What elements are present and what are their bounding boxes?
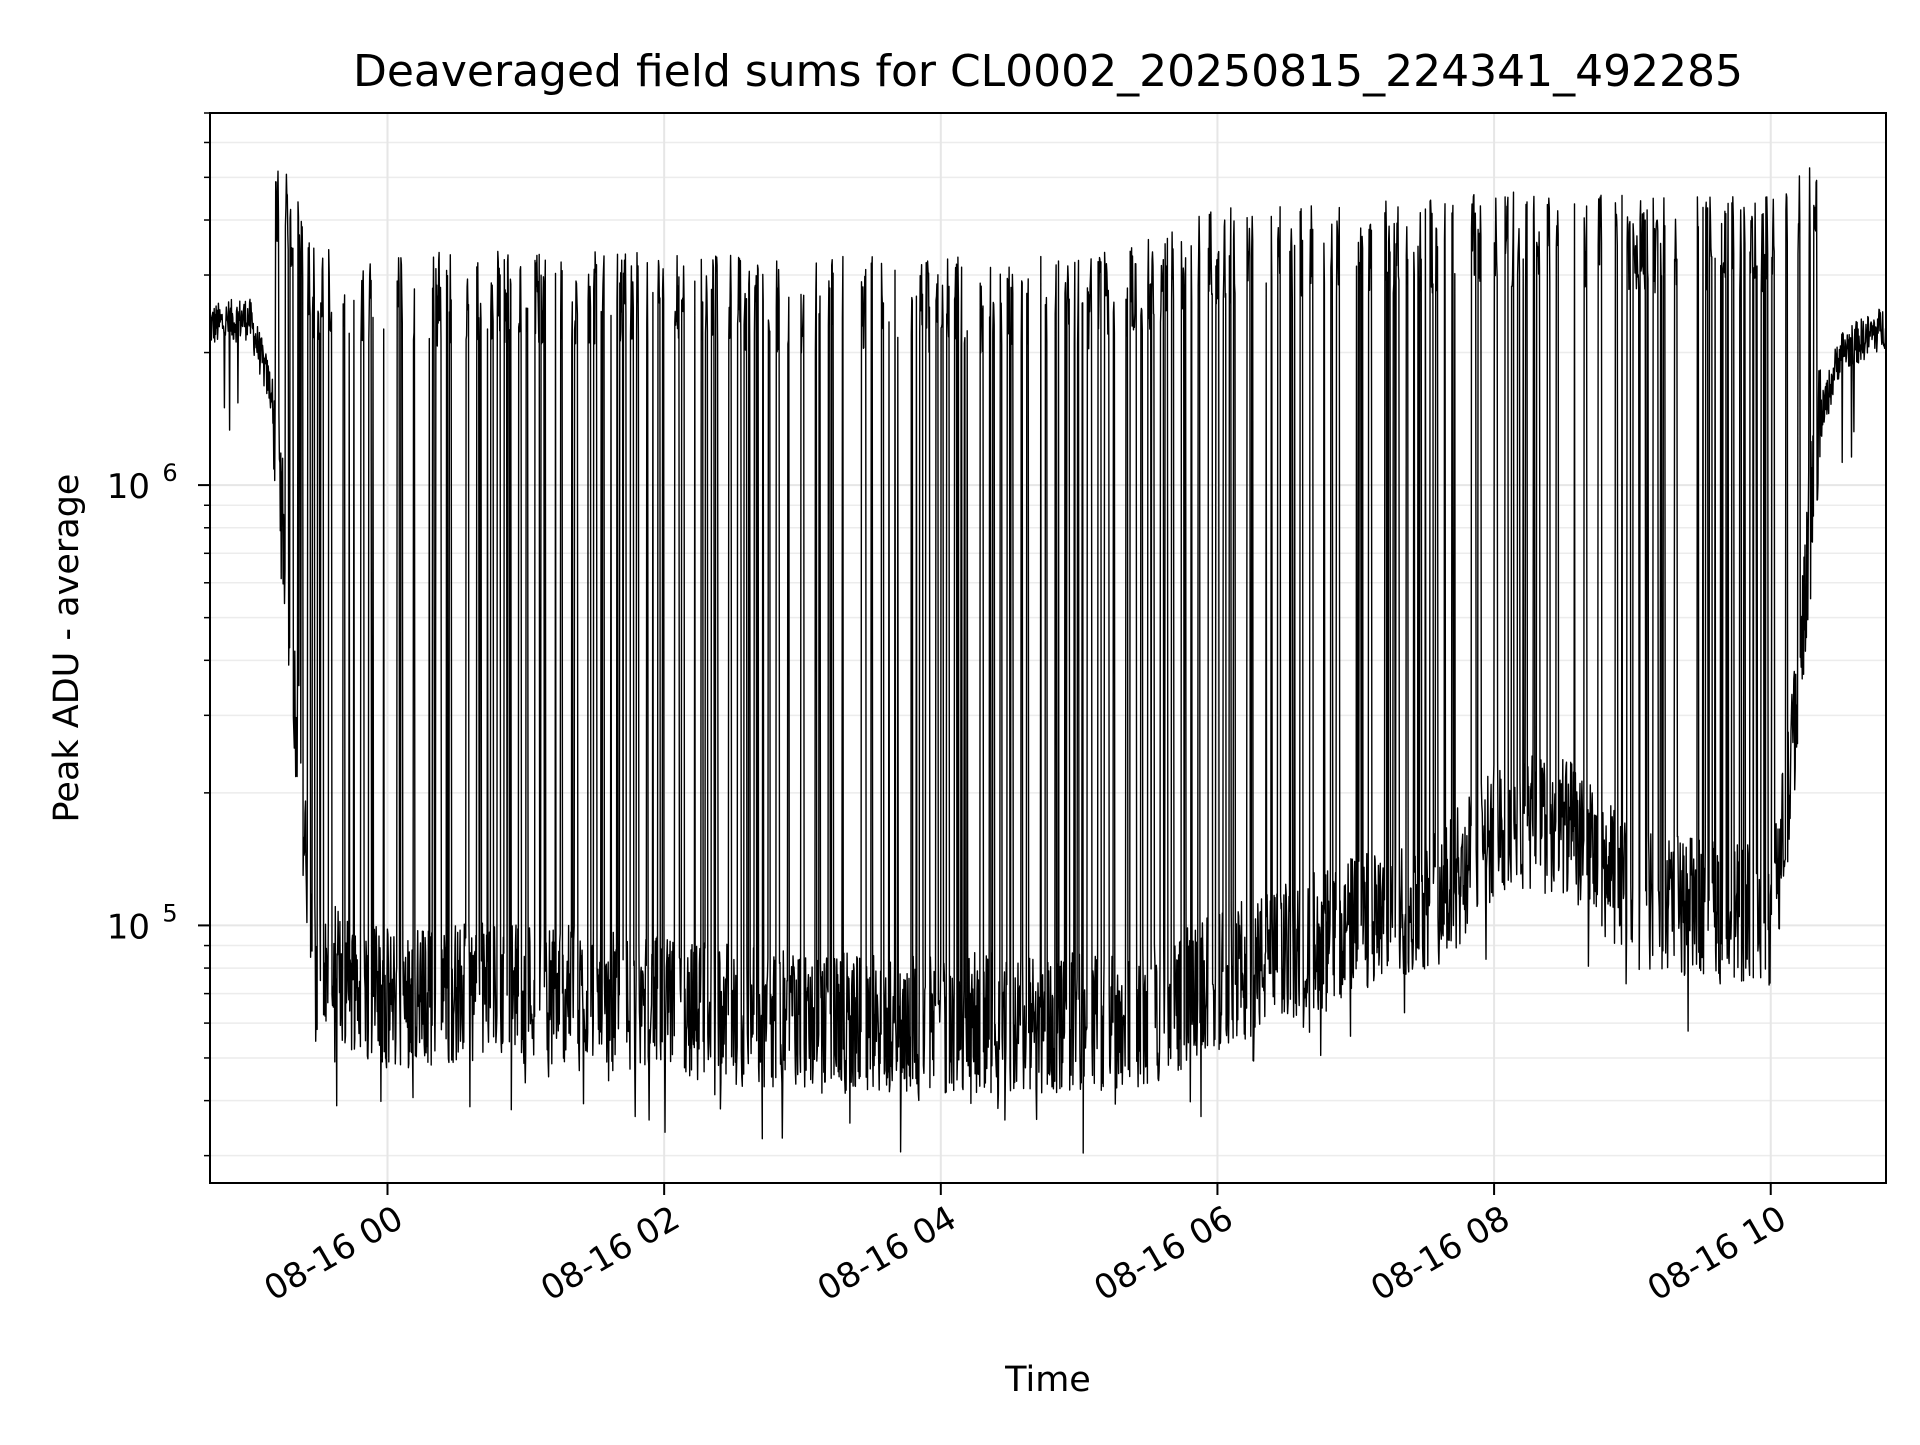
chart-title: Deaveraged field sums for CL0002_2025081… bbox=[353, 46, 1743, 97]
y-tick-label: 10 bbox=[107, 907, 150, 947]
y-tick-label: 10 bbox=[107, 467, 150, 507]
grid-minor bbox=[210, 112, 1886, 1157]
y-axis-label: Peak ADU - average bbox=[47, 474, 87, 823]
x-axis-label: Time bbox=[1004, 1360, 1091, 1400]
y-tick-label-exponent: 5 bbox=[162, 899, 177, 927]
series-layer bbox=[209, 167, 1887, 1154]
plot-frame bbox=[209, 112, 1887, 1184]
y-axis-ticks: 10 5 10 6 bbox=[107, 112, 210, 1157]
y-tick-label-exponent: 6 bbox=[162, 459, 177, 487]
series-line bbox=[209, 167, 1887, 1154]
